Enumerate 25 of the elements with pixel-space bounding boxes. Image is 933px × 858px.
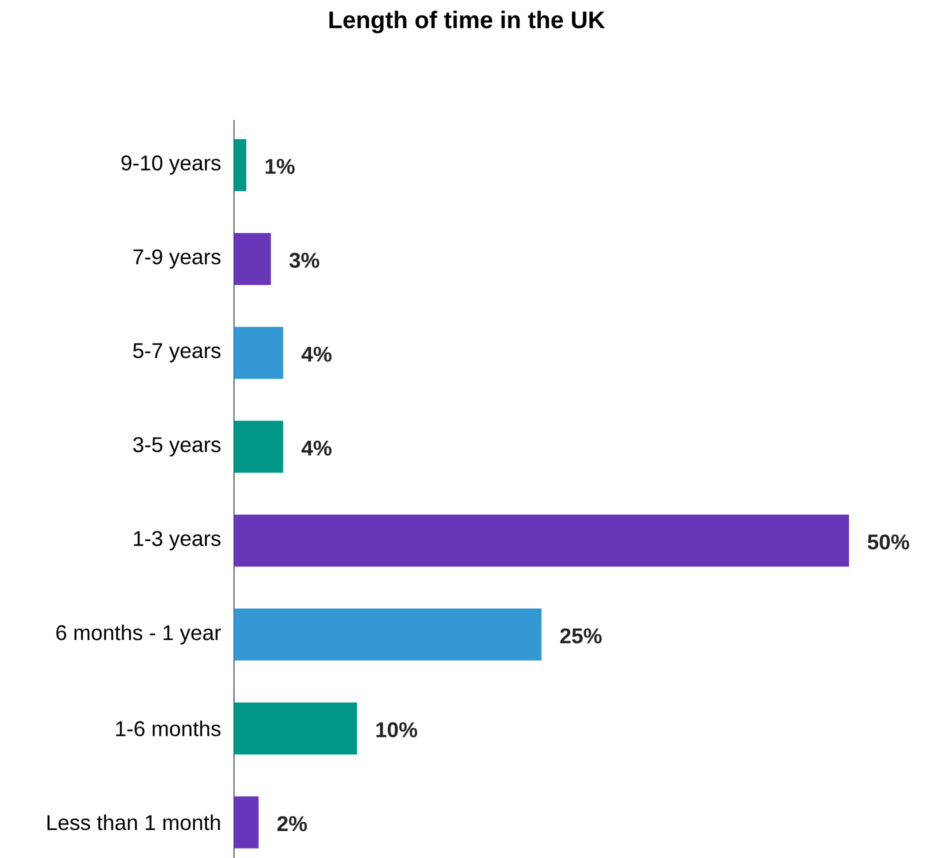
bar <box>234 139 246 192</box>
bar <box>234 702 357 754</box>
bar <box>234 326 284 379</box>
bar <box>234 514 849 567</box>
y-tick-label: 9-10 years <box>122 155 220 175</box>
y-tick-label: 6 months - 1 year <box>56 624 221 644</box>
data-label: 2% <box>277 816 307 832</box>
bar <box>234 420 284 473</box>
y-tick-label: 7-9 years <box>133 249 220 269</box>
bar <box>234 796 259 848</box>
bar <box>234 608 542 661</box>
data-label: 50% <box>868 534 910 550</box>
data-label: 4% <box>302 440 332 456</box>
y-tick-label: Less than 1 month <box>48 814 220 830</box>
data-label: 25% <box>560 628 602 644</box>
data-label: 3% <box>289 252 320 268</box>
y-tick-label: 1-6 months <box>116 720 220 736</box>
data-label: 1% <box>266 158 295 174</box>
chart-title: Length of time in the UK <box>329 10 605 34</box>
bar <box>234 232 271 285</box>
y-tick-label: 1-3 years <box>134 530 220 550</box>
y-tick-label: 3-5 years <box>133 437 220 456</box>
data-label: 10% <box>376 722 418 738</box>
y-tick-label: 5-7 years <box>133 343 220 362</box>
data-label: 4% <box>302 346 332 362</box>
